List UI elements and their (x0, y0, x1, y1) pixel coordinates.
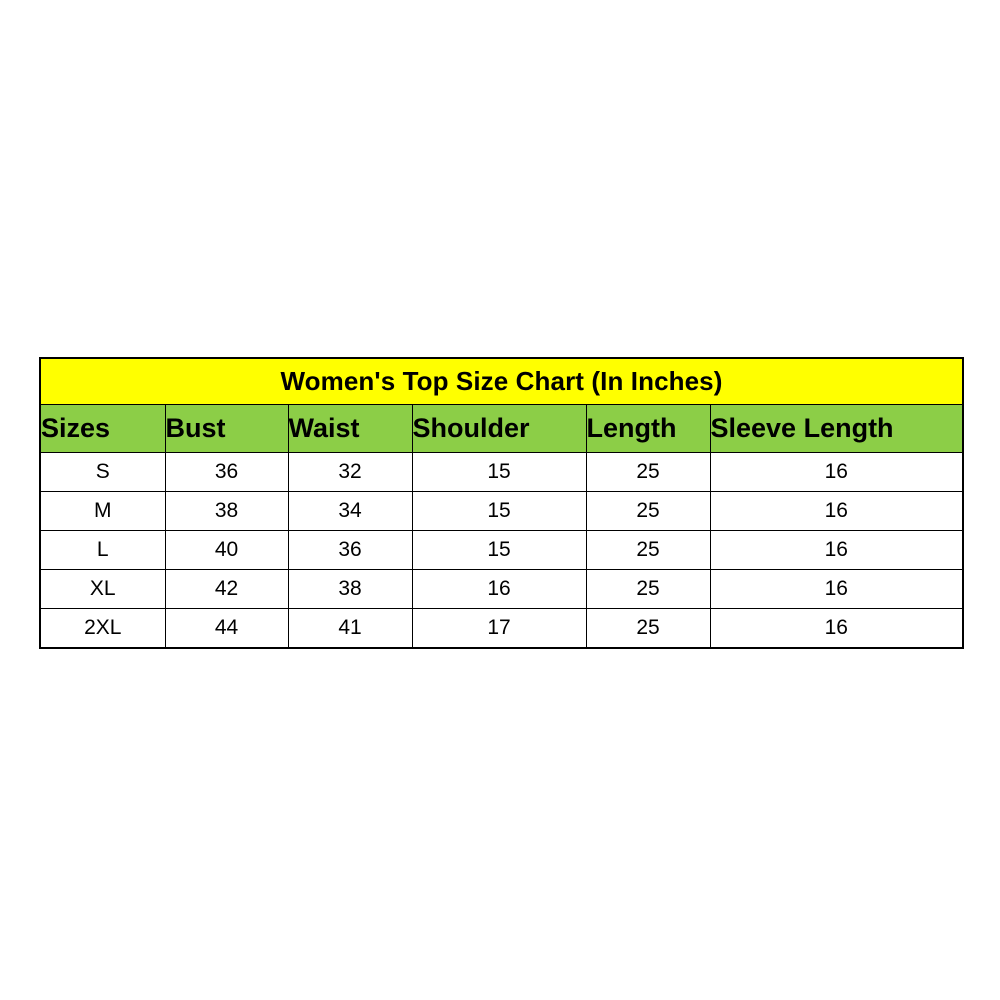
cell-size: L (39, 530, 166, 570)
cell-waist: 38 (287, 569, 413, 609)
cell-length: 25 (585, 569, 711, 609)
column-header-bust: Bust (164, 404, 289, 453)
cell-bust: 40 (164, 530, 289, 570)
chart-title: Women's Top Size Chart (In Inches) (39, 357, 964, 405)
cell-shoulder: 15 (411, 491, 587, 531)
size-chart-body: S 36 32 15 25 16 M 38 34 15 25 16 L 40 3… (39, 452, 964, 649)
cell-shoulder: 16 (411, 569, 587, 609)
cell-waist: 36 (287, 530, 413, 570)
size-chart-head: Women's Top Size Chart (In Inches) Sizes… (39, 357, 964, 453)
cell-shoulder: 15 (411, 530, 587, 570)
cell-length: 25 (585, 491, 711, 531)
cell-waist: 32 (287, 452, 413, 492)
cell-bust: 42 (164, 569, 289, 609)
cell-bust: 36 (164, 452, 289, 492)
table-row: S 36 32 15 25 16 (39, 452, 964, 492)
title-row: Women's Top Size Chart (In Inches) (39, 357, 964, 405)
cell-length: 25 (585, 452, 711, 492)
cell-length: 25 (585, 530, 711, 570)
cell-shoulder: 15 (411, 452, 587, 492)
cell-size: M (39, 491, 166, 531)
cell-size: XL (39, 569, 166, 609)
column-header-row: Sizes Bust Waist Shoulder Length Sleeve … (39, 404, 964, 453)
cell-bust: 44 (164, 608, 289, 649)
cell-waist: 41 (287, 608, 413, 649)
column-header-sizes: Sizes (39, 404, 166, 453)
cell-sleeve-length: 16 (709, 530, 964, 570)
cell-bust: 38 (164, 491, 289, 531)
table-row: XL 42 38 16 25 16 (39, 569, 964, 609)
column-header-shoulder: Shoulder (411, 404, 587, 453)
table-row: M 38 34 15 25 16 (39, 491, 964, 531)
cell-shoulder: 17 (411, 608, 587, 649)
cell-sleeve-length: 16 (709, 491, 964, 531)
cell-size: 2XL (39, 608, 166, 649)
cell-waist: 34 (287, 491, 413, 531)
column-header-length: Length (585, 404, 711, 453)
cell-size: S (39, 452, 166, 492)
column-header-sleeve-length: Sleeve Length (709, 404, 964, 453)
cell-sleeve-length: 16 (709, 608, 964, 649)
cell-length: 25 (585, 608, 711, 649)
cell-sleeve-length: 16 (709, 452, 964, 492)
table-row: L 40 36 15 25 16 (39, 530, 964, 570)
table-row: 2XL 44 41 17 25 16 (39, 608, 964, 649)
size-chart-table: Women's Top Size Chart (In Inches) Sizes… (39, 357, 964, 649)
cell-sleeve-length: 16 (709, 569, 964, 609)
column-header-waist: Waist (287, 404, 413, 453)
